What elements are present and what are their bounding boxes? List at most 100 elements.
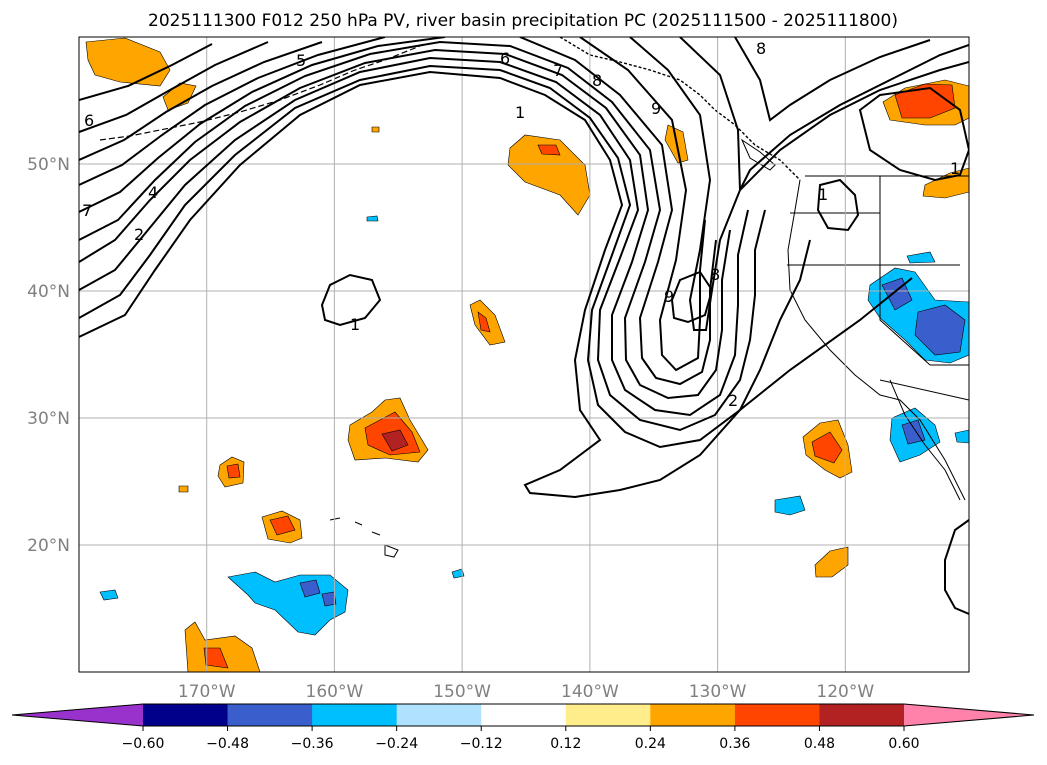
pv-contour-8 (79, 37, 969, 331)
aleutian-islands (99, 45, 421, 141)
contour-label: 8 (710, 265, 720, 284)
precip-patch-small-a (178, 485, 189, 493)
precip-patch-ne-corner-core (894, 83, 956, 119)
contour-label: 1 (350, 315, 360, 334)
lon-label-170w: 170°W (178, 682, 236, 702)
state-border-ca-nv (879, 265, 931, 366)
precip-patch-125w-28n-core (811, 431, 843, 464)
colorbar-tick-label: 0.48 (804, 736, 835, 752)
colorbar-tick-label: −0.12 (460, 736, 503, 752)
baja-california (889, 379, 961, 501)
alaska-bc-coast (559, 37, 801, 181)
pv-contours (79, 37, 969, 615)
precip-neg-125w-22n (774, 495, 806, 516)
precip-patch-small-b (371, 126, 380, 133)
ocean-background (79, 37, 969, 672)
precip-neg-122w-39n-core2 (914, 304, 966, 356)
pv-contour-4 (79, 48, 749, 417)
colorbar-segment (227, 704, 313, 726)
colorbar-tick-label: −0.60 (122, 736, 165, 752)
lon-label-160w: 160°W (306, 682, 364, 702)
lon-label-150w: 150°W (433, 682, 491, 702)
latitude-labels: 50°N 40°N 30°N 20°N (27, 155, 70, 556)
precip-neg-small-d (954, 429, 969, 444)
precip-neg-small-b (451, 568, 465, 579)
lat-label-50n: 50°N (27, 155, 70, 175)
chart-title: 2025111300 F012 250 hPa PV, river basin … (148, 11, 898, 31)
precip-patch-168w-12n (184, 621, 261, 672)
precip-patch-168w-26n-core (226, 463, 241, 479)
colorbar-extend-min (12, 704, 143, 726)
pv-contour-closed-155w-40n (320, 273, 382, 327)
contour-label: 1 (950, 159, 960, 178)
lat-label-30n: 30°N (27, 409, 70, 429)
mexico-border (879, 379, 969, 401)
state-border-id (879, 176, 960, 266)
colorbar-segment (819, 704, 905, 726)
colorbar-segment (312, 704, 398, 726)
colorbar-segment (396, 704, 482, 726)
colorbar-tick-label: 0.36 (719, 736, 750, 752)
precip-patch-155w-30n-core2 (381, 429, 409, 452)
lat-label-40n: 40°N (27, 282, 70, 302)
precip-patch-142w-48n (507, 134, 591, 216)
pv-contour-outer (79, 70, 913, 499)
precip-patch-148w-38n-core (477, 311, 491, 333)
contour-label: 9 (651, 99, 661, 118)
hawaii-islands (329, 517, 399, 558)
precip-patch-nw-corner (85, 37, 171, 87)
precip-neg-small-a (99, 589, 119, 601)
lon-label-130w: 130°W (689, 682, 747, 702)
pv-contour-5 (79, 40, 731, 400)
map-frame (78, 36, 970, 673)
precip-patch-162w-22n-core (269, 515, 296, 536)
colorbar: −0.60 −0.48 −0.36 −0.24 −0.12 0.12 0.24 0.36 0.4… (11, 703, 1035, 752)
contour-label: 9 (664, 287, 674, 306)
precip-neg-160w-17n-core (299, 579, 321, 598)
lon-label-140w: 140°W (561, 682, 619, 702)
longitude-labels: 170°W 160°W 150°W 140°W 130°W 120°W (178, 682, 875, 702)
colorbar-segment (565, 704, 651, 726)
pv-contour-6 (79, 37, 717, 386)
precip-neg-122w-39n-core (881, 277, 913, 311)
colorbar-tick-label: −0.24 (375, 736, 418, 752)
pv-contour-closed-ne (858, 86, 969, 182)
pv-contour-3 (79, 56, 766, 432)
contour-label: 7 (82, 201, 92, 220)
lon-label-120w: 120°W (816, 682, 874, 702)
precip-patch-142w-48n-core (537, 144, 561, 156)
pv-contour-closed-se (944, 519, 969, 615)
precip-neg-small-e (366, 215, 379, 222)
pv-contour-7 (79, 37, 706, 372)
vancouver-island (740, 138, 776, 171)
lat-label-20n: 20°N (27, 536, 70, 556)
colorbar-segment (734, 704, 820, 726)
contour-label: 7 (553, 61, 563, 80)
precip-neg-160w-17n-core2 (321, 591, 337, 607)
contour-label: 5 (296, 51, 306, 70)
colorbar-tick-label: 0.12 (550, 736, 581, 752)
colorbar-tick-label: 0.24 (635, 736, 666, 752)
contour-label: 2 (134, 225, 144, 244)
pv-contour-10 (79, 37, 931, 122)
contour-labels: 5 6 7 8 9 1 2 3 4 6 7 1 1 9 8 2 1 6 8 (82, 39, 960, 410)
colorbar-tick-label: 0.60 (888, 736, 919, 752)
contour-label: 1 (818, 185, 828, 204)
map-plot-area: 5 6 7 8 9 1 2 3 4 6 7 1 1 9 8 2 1 6 8 (79, 37, 969, 672)
contour-label: 8 (592, 71, 602, 90)
pv-contour-closed-coast-ring (816, 178, 860, 232)
colorbar-segment (481, 704, 567, 726)
colorbar-tick-label: −0.36 (291, 736, 334, 752)
contour-label: 6 (500, 49, 510, 68)
colorbar-extend-max (904, 704, 1034, 726)
us-west-coast (787, 179, 966, 501)
contour-label: 1 (515, 103, 525, 122)
precip-neg-small-c (906, 251, 936, 264)
contour-label: 2 (728, 391, 738, 410)
pv-contour-9 (79, 37, 969, 191)
precip-patch-122w-19n (814, 546, 849, 578)
contour-label: 4 (148, 183, 158, 202)
precip-neg-118w-32n-core (901, 419, 926, 445)
pv-contour-closed-132w-40n (670, 270, 714, 324)
